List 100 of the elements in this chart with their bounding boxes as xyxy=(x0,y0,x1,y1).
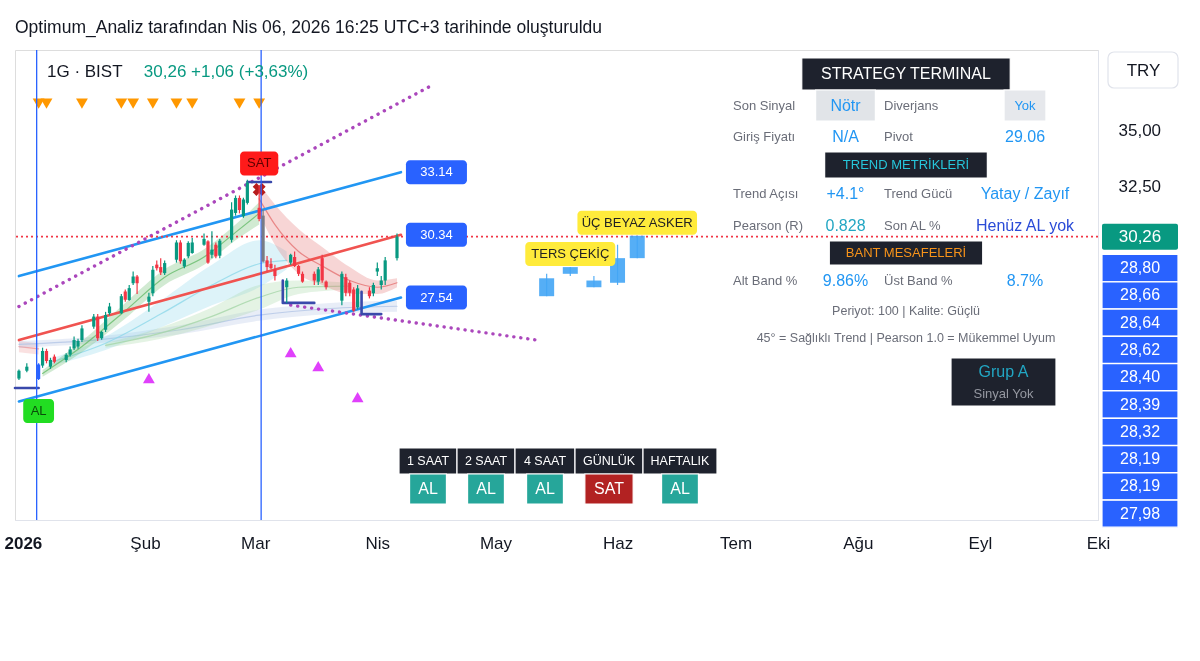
text: 27,98 xyxy=(1119,504,1161,522)
x-tick-label: May xyxy=(479,533,513,553)
annotation: +4.1° xyxy=(826,185,865,202)
annotation: GÜNLÜK xyxy=(582,454,636,468)
annotation: Son AL % xyxy=(884,217,942,233)
candlestick xyxy=(395,232,399,261)
candlestick xyxy=(344,273,348,297)
point xyxy=(170,98,183,109)
x-tick-label: Ağu xyxy=(843,533,874,553)
annotation: 30.34 xyxy=(420,226,453,242)
chart-title: Optimum_Analiz tarafından Nis 06, 2026 16:25 UTC+3 tarihinde oluşturuldu xyxy=(15,17,603,38)
x-tick-label: Şub xyxy=(130,533,161,553)
point xyxy=(142,372,155,384)
candlestick xyxy=(96,313,100,342)
annotation: 29.06 xyxy=(1004,127,1046,145)
candlestick xyxy=(174,239,179,264)
point xyxy=(284,347,297,358)
annotation: AL xyxy=(670,480,690,497)
candlestick xyxy=(218,238,222,259)
annotation: Pearson (R) xyxy=(733,217,804,233)
annotation: Diverjans xyxy=(884,97,939,113)
annotation: Üst Band % xyxy=(884,273,954,288)
candlestick xyxy=(178,239,182,265)
annotation: ÜÇ BEYAZ ASKER xyxy=(581,214,693,230)
annotation: 8.7% xyxy=(1006,272,1044,289)
annotation: Yok xyxy=(1014,97,1037,113)
annotation: HAFTALIK xyxy=(650,454,711,468)
annotation: Trend Açısı xyxy=(733,186,799,201)
x-tick-label: Haz xyxy=(602,533,634,553)
point xyxy=(76,98,88,109)
text: 28,64 xyxy=(1119,313,1161,331)
annotation: SAT xyxy=(247,155,272,171)
candlestick xyxy=(103,311,108,333)
annotation: AL xyxy=(535,480,555,497)
annotation: 2 SAAT xyxy=(464,454,508,468)
annotation: AL xyxy=(30,403,47,419)
text: 28,80 xyxy=(1119,259,1161,276)
annotation: AL xyxy=(476,480,496,497)
candlestick xyxy=(119,293,123,315)
candlestick xyxy=(151,265,155,297)
text: 28,19 xyxy=(1119,450,1161,468)
point xyxy=(146,98,159,109)
annotation: Pivot xyxy=(884,128,914,144)
candlestick xyxy=(383,256,387,286)
point xyxy=(115,98,128,109)
candlestick xyxy=(352,286,356,313)
text: 28,66 xyxy=(1119,286,1161,304)
x-tick-label: Eki xyxy=(1086,533,1111,553)
text: 28,32 xyxy=(1119,422,1161,440)
y-axis-title: TRY xyxy=(1126,60,1161,80)
candlestick xyxy=(273,264,277,282)
point xyxy=(351,392,364,403)
point xyxy=(312,360,325,372)
annotation: Giriş Fiyatı xyxy=(733,128,796,144)
annotation: Grup A xyxy=(978,363,1029,380)
candlestick xyxy=(206,239,210,265)
candlestick xyxy=(40,347,45,369)
y-tick-label: 32,50 xyxy=(1118,177,1162,197)
annotation: TERS ÇEKİÇ xyxy=(531,246,610,262)
annotation: Son Sinyal xyxy=(733,97,796,113)
text: 1G · BIST xyxy=(47,62,123,81)
y-tick-label: 35,00 xyxy=(1118,121,1162,141)
annotation: BANT MESAFELERİ xyxy=(845,245,967,260)
ref-line-label: 30,26 xyxy=(1118,226,1162,246)
annotation: Henüz AL yok xyxy=(975,216,1076,234)
annotation: 9.86% xyxy=(822,272,869,289)
text: 28,19 xyxy=(1119,477,1161,495)
annotation: STRATEGY TERMINAL xyxy=(821,65,992,82)
annotation: 1 SAAT xyxy=(406,454,450,468)
annotation: Alt Band % xyxy=(733,273,798,288)
x-tick-label: Nis xyxy=(365,533,391,553)
point xyxy=(40,98,53,109)
annotation: SAT xyxy=(594,480,625,497)
x-tick-label: Eyl xyxy=(968,533,993,553)
text: 28,40 xyxy=(1119,368,1161,386)
line-series xyxy=(49,259,288,363)
candlestick xyxy=(356,284,360,311)
candlestick xyxy=(320,254,324,284)
annotation: 45° = Sağlıklı Trend | Pearson 1.0 = Mükemmel Uyum xyxy=(756,330,1056,345)
annotation: 33.14 xyxy=(420,164,453,180)
annotation: Sinyal Yok xyxy=(973,386,1034,401)
annotation: N/A xyxy=(832,127,860,145)
candlestick xyxy=(257,184,261,222)
annotation: Nötr xyxy=(830,96,862,114)
annotation: Yatay / Zayıf xyxy=(980,185,1070,202)
candlestick xyxy=(135,274,139,295)
point xyxy=(127,98,140,109)
point xyxy=(233,98,246,109)
text: 28,39 xyxy=(1119,395,1161,413)
candlestick xyxy=(265,255,269,273)
x-tick-label: Mar xyxy=(241,533,271,553)
text: 28,62 xyxy=(1119,340,1161,358)
candlestick xyxy=(147,292,151,313)
annotation: Trend Gücü xyxy=(884,186,953,201)
x-tick-label: Tem xyxy=(720,533,753,553)
annotation: TREND METRİKLERİ xyxy=(842,157,970,172)
point xyxy=(186,98,199,109)
annotation: AL xyxy=(418,480,438,497)
annotation: Periyot: 100 | Kalite: Güçlü xyxy=(832,304,980,318)
annotation: 27.54 xyxy=(420,289,453,305)
